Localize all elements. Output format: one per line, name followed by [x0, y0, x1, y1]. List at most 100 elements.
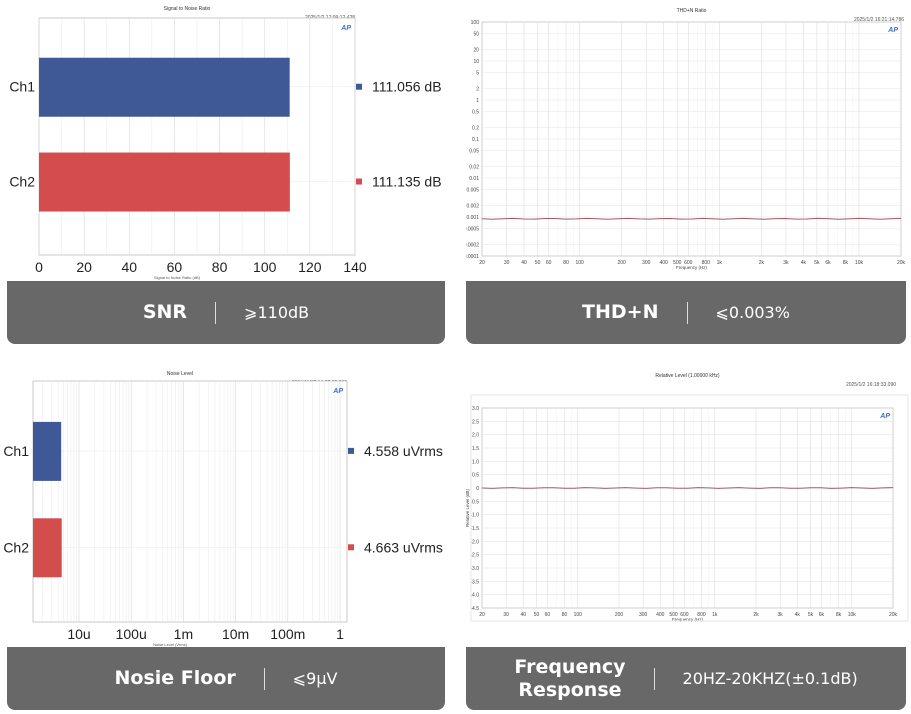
- y-tick-label: -2.5: [470, 553, 479, 559]
- x-tick-label: 120: [298, 259, 322, 275]
- fr-panel: Relative Level (1.00000 kHz) 2025/1/2 16:…: [466, 365, 911, 714]
- x-axis-label: Noise Level (Vrms): [153, 642, 188, 647]
- x-tick-label: 100: [575, 260, 584, 266]
- x-tick-label: 6k: [819, 612, 825, 618]
- x-axis-label: Signal to Noise Ratio (dB): [154, 275, 201, 280]
- banner-key: Nosie Floor: [114, 667, 236, 689]
- legend-swatch: [356, 83, 362, 90]
- x-tick-label: 50: [535, 260, 541, 266]
- x-tick-label: 100: [574, 612, 583, 618]
- y-tick-label: 3.0: [472, 406, 479, 412]
- value-label: 111.056 dB: [372, 79, 442, 95]
- banner-value: ⩾110dB: [244, 303, 310, 322]
- category-label: Ch2: [9, 174, 35, 190]
- y-tick-label: 0.001: [466, 215, 479, 221]
- banner-value: 20HZ-20KHZ(±0.1dB): [682, 669, 858, 688]
- x-tick-label: 60: [167, 259, 183, 275]
- snr-banner: SNR ⩾110dB: [7, 281, 445, 344]
- y-tick-label: 0.5: [472, 110, 479, 116]
- x-tick-label: 40: [520, 612, 526, 618]
- x-tick-label: 20k: [889, 612, 898, 618]
- x-tick-label: 1k: [712, 612, 718, 618]
- y-tick-label: -2.0: [470, 539, 479, 545]
- x-axis-label: Frequency (Hz): [676, 265, 708, 270]
- data-trace: [481, 217, 902, 220]
- y-tick-label: 10: [473, 59, 479, 65]
- x-tick-label: 800: [702, 260, 711, 266]
- y-tick-label: 0.0001: [466, 254, 479, 260]
- x-tick-label: 80: [563, 260, 569, 266]
- y-tick-label: 0.0002: [466, 242, 479, 248]
- bar-ch2: [33, 518, 62, 578]
- x-tick-label: 40: [521, 260, 527, 266]
- ap-logo-icon: AP: [887, 27, 898, 34]
- banner-value: ⩽9μV: [292, 669, 338, 688]
- y-tick-label: 50: [473, 32, 479, 38]
- x-tick-label: 10u: [67, 626, 90, 642]
- y-tick-label: -4.0: [470, 593, 479, 599]
- bar-ch1: [39, 57, 290, 117]
- chart-frame: [470, 394, 909, 622]
- chart-title: Noise Level: [167, 371, 193, 377]
- thd-banner: THD+N ⩽0.003%: [466, 281, 906, 344]
- category-label: Ch1: [3, 443, 29, 459]
- divider: [653, 667, 655, 690]
- y-tick-label: 0.002: [466, 203, 479, 209]
- y-tick-label: 1.0: [472, 459, 479, 465]
- y-axis-label: Relative Level (dB): [466, 488, 470, 527]
- x-tick-label: 3k: [783, 260, 789, 266]
- x-tick-label: 600: [680, 612, 689, 618]
- x-tick-label: 60: [546, 260, 552, 266]
- x-tick-label: 500: [669, 612, 678, 618]
- y-tick-label: 0.005: [466, 188, 479, 194]
- x-tick-label: 5k: [808, 612, 814, 618]
- x-tick-label: 80: [562, 612, 568, 618]
- x-tick-label: 300: [639, 612, 648, 618]
- noise-chart: Noise Level2024/11/25 14:27:05.39610u100…: [3, 371, 443, 647]
- x-tick-label: 400: [656, 612, 665, 618]
- x-tick-label: 1k: [717, 260, 723, 266]
- banner-key: Frequency Response: [514, 655, 626, 701]
- category-label: Ch2: [3, 539, 29, 555]
- data-trace: [481, 487, 894, 489]
- y-tick-label: 2.5: [472, 419, 479, 425]
- x-tick-label: 100m: [270, 626, 305, 642]
- ap-logo-icon: AP: [879, 413, 890, 420]
- y-tick-label: 0.2: [472, 125, 479, 131]
- x-tick-label: 2k: [753, 612, 759, 618]
- divider: [215, 301, 217, 324]
- x-tick-label: 50: [534, 612, 540, 618]
- noise-banner: Nosie Floor ⩽9μV: [7, 647, 445, 710]
- bar-ch2: [39, 152, 290, 212]
- value-label: 4.558 uVrms: [364, 443, 443, 459]
- legend-swatch: [348, 447, 354, 454]
- x-tick-label: 500: [673, 260, 682, 266]
- divider: [263, 667, 265, 690]
- y-tick-label: 0.1: [472, 137, 479, 143]
- x-tick-label: 4k: [795, 612, 801, 618]
- x-tick-label: 80: [212, 259, 228, 275]
- x-tick-label: 8k: [843, 260, 849, 266]
- x-tick-label: 10m: [222, 626, 249, 642]
- legend-swatch: [356, 178, 362, 185]
- x-tick-label: 2k: [759, 260, 765, 266]
- y-tick-label: -1.5: [470, 526, 479, 532]
- y-tick-label: -4.5: [470, 606, 479, 612]
- x-tick-label: 400: [660, 260, 669, 266]
- x-tick-label: 0: [35, 259, 43, 275]
- x-tick-label: 140: [343, 259, 367, 275]
- banner-key: THD+N: [582, 301, 659, 323]
- value-label: 111.135 dB: [372, 174, 442, 190]
- x-tick-label: 100: [253, 259, 277, 275]
- chart-title: THD+N Ratio: [677, 8, 707, 14]
- x-tick-label: 600: [684, 260, 693, 266]
- y-tick-label: 0.01: [469, 176, 479, 182]
- y-tick-label: -3.0: [470, 566, 479, 572]
- chart-timestamp: 2025/1/2 16:21:14.786: [854, 17, 904, 23]
- legend-swatch: [348, 544, 354, 551]
- chart-timestamp: 2025/1/2 16:18:33.090: [846, 382, 896, 388]
- y-tick-label: 0.5: [472, 473, 479, 479]
- x-tick-label: 300: [642, 260, 651, 266]
- x-tick-label: 1m: [174, 626, 193, 642]
